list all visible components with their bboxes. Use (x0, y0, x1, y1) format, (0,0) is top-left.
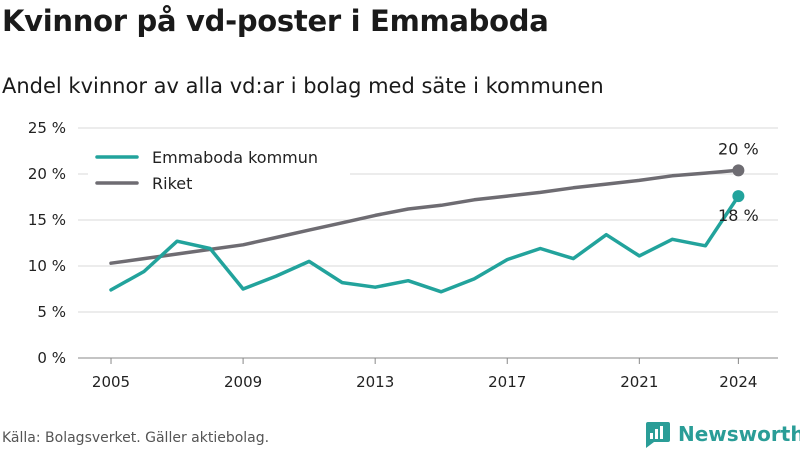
y-tick-label: 0 % (37, 349, 66, 367)
series-end-point (732, 164, 745, 177)
legend-background (88, 140, 350, 202)
x-axis-ticks: 2005 2009 2013 2017 2021 2024 (92, 358, 757, 391)
x-tick-label: 2009 (224, 373, 262, 391)
legend-label: Emmaboda kommun (152, 148, 318, 167)
x-tick-label: 2005 (92, 373, 130, 391)
brand-name: Newsworthy (678, 422, 800, 446)
y-tick-label: 5 % (37, 303, 66, 321)
y-tick-label: 20 % (28, 165, 66, 183)
legend-label: Riket (152, 174, 192, 193)
series-lines: 20 % 18 % (109, 139, 759, 294)
y-tick-label: 10 % (28, 257, 66, 275)
series-line (109, 168, 741, 265)
newsworthy-logo-icon (646, 422, 670, 448)
series-end-label: 20 % (718, 139, 759, 158)
y-axis-ticks: 0 % 5 % 10 % 15 % 20 % 25 % (28, 119, 66, 367)
y-tick-label: 25 % (28, 119, 66, 137)
x-tick-label: 2021 (620, 373, 658, 391)
source-note: Källa: Bolagsverket. Gäller aktiebolag. (2, 430, 270, 446)
newsworthy-logo: Newsworthy (644, 420, 800, 448)
series-end-point (732, 190, 745, 203)
chart-title: Kvinnor på vd-poster i Emmaboda (2, 4, 549, 38)
chart-subtitle: Andel kvinnor av alla vd:ar i bolag med … (2, 74, 604, 98)
series-line (109, 194, 741, 294)
legend: Emmaboda kommun Riket (88, 140, 350, 202)
y-tick-label: 15 % (28, 211, 66, 229)
x-tick-label: 2024 (719, 373, 757, 391)
x-tick-label: 2017 (488, 373, 526, 391)
series-end-label: 18 % (718, 206, 759, 225)
x-tick-label: 2013 (356, 373, 394, 391)
line-chart: 0 %5 %10 %15 %20 %25 % 2005 2009 2013 2017 2… (28, 119, 778, 391)
